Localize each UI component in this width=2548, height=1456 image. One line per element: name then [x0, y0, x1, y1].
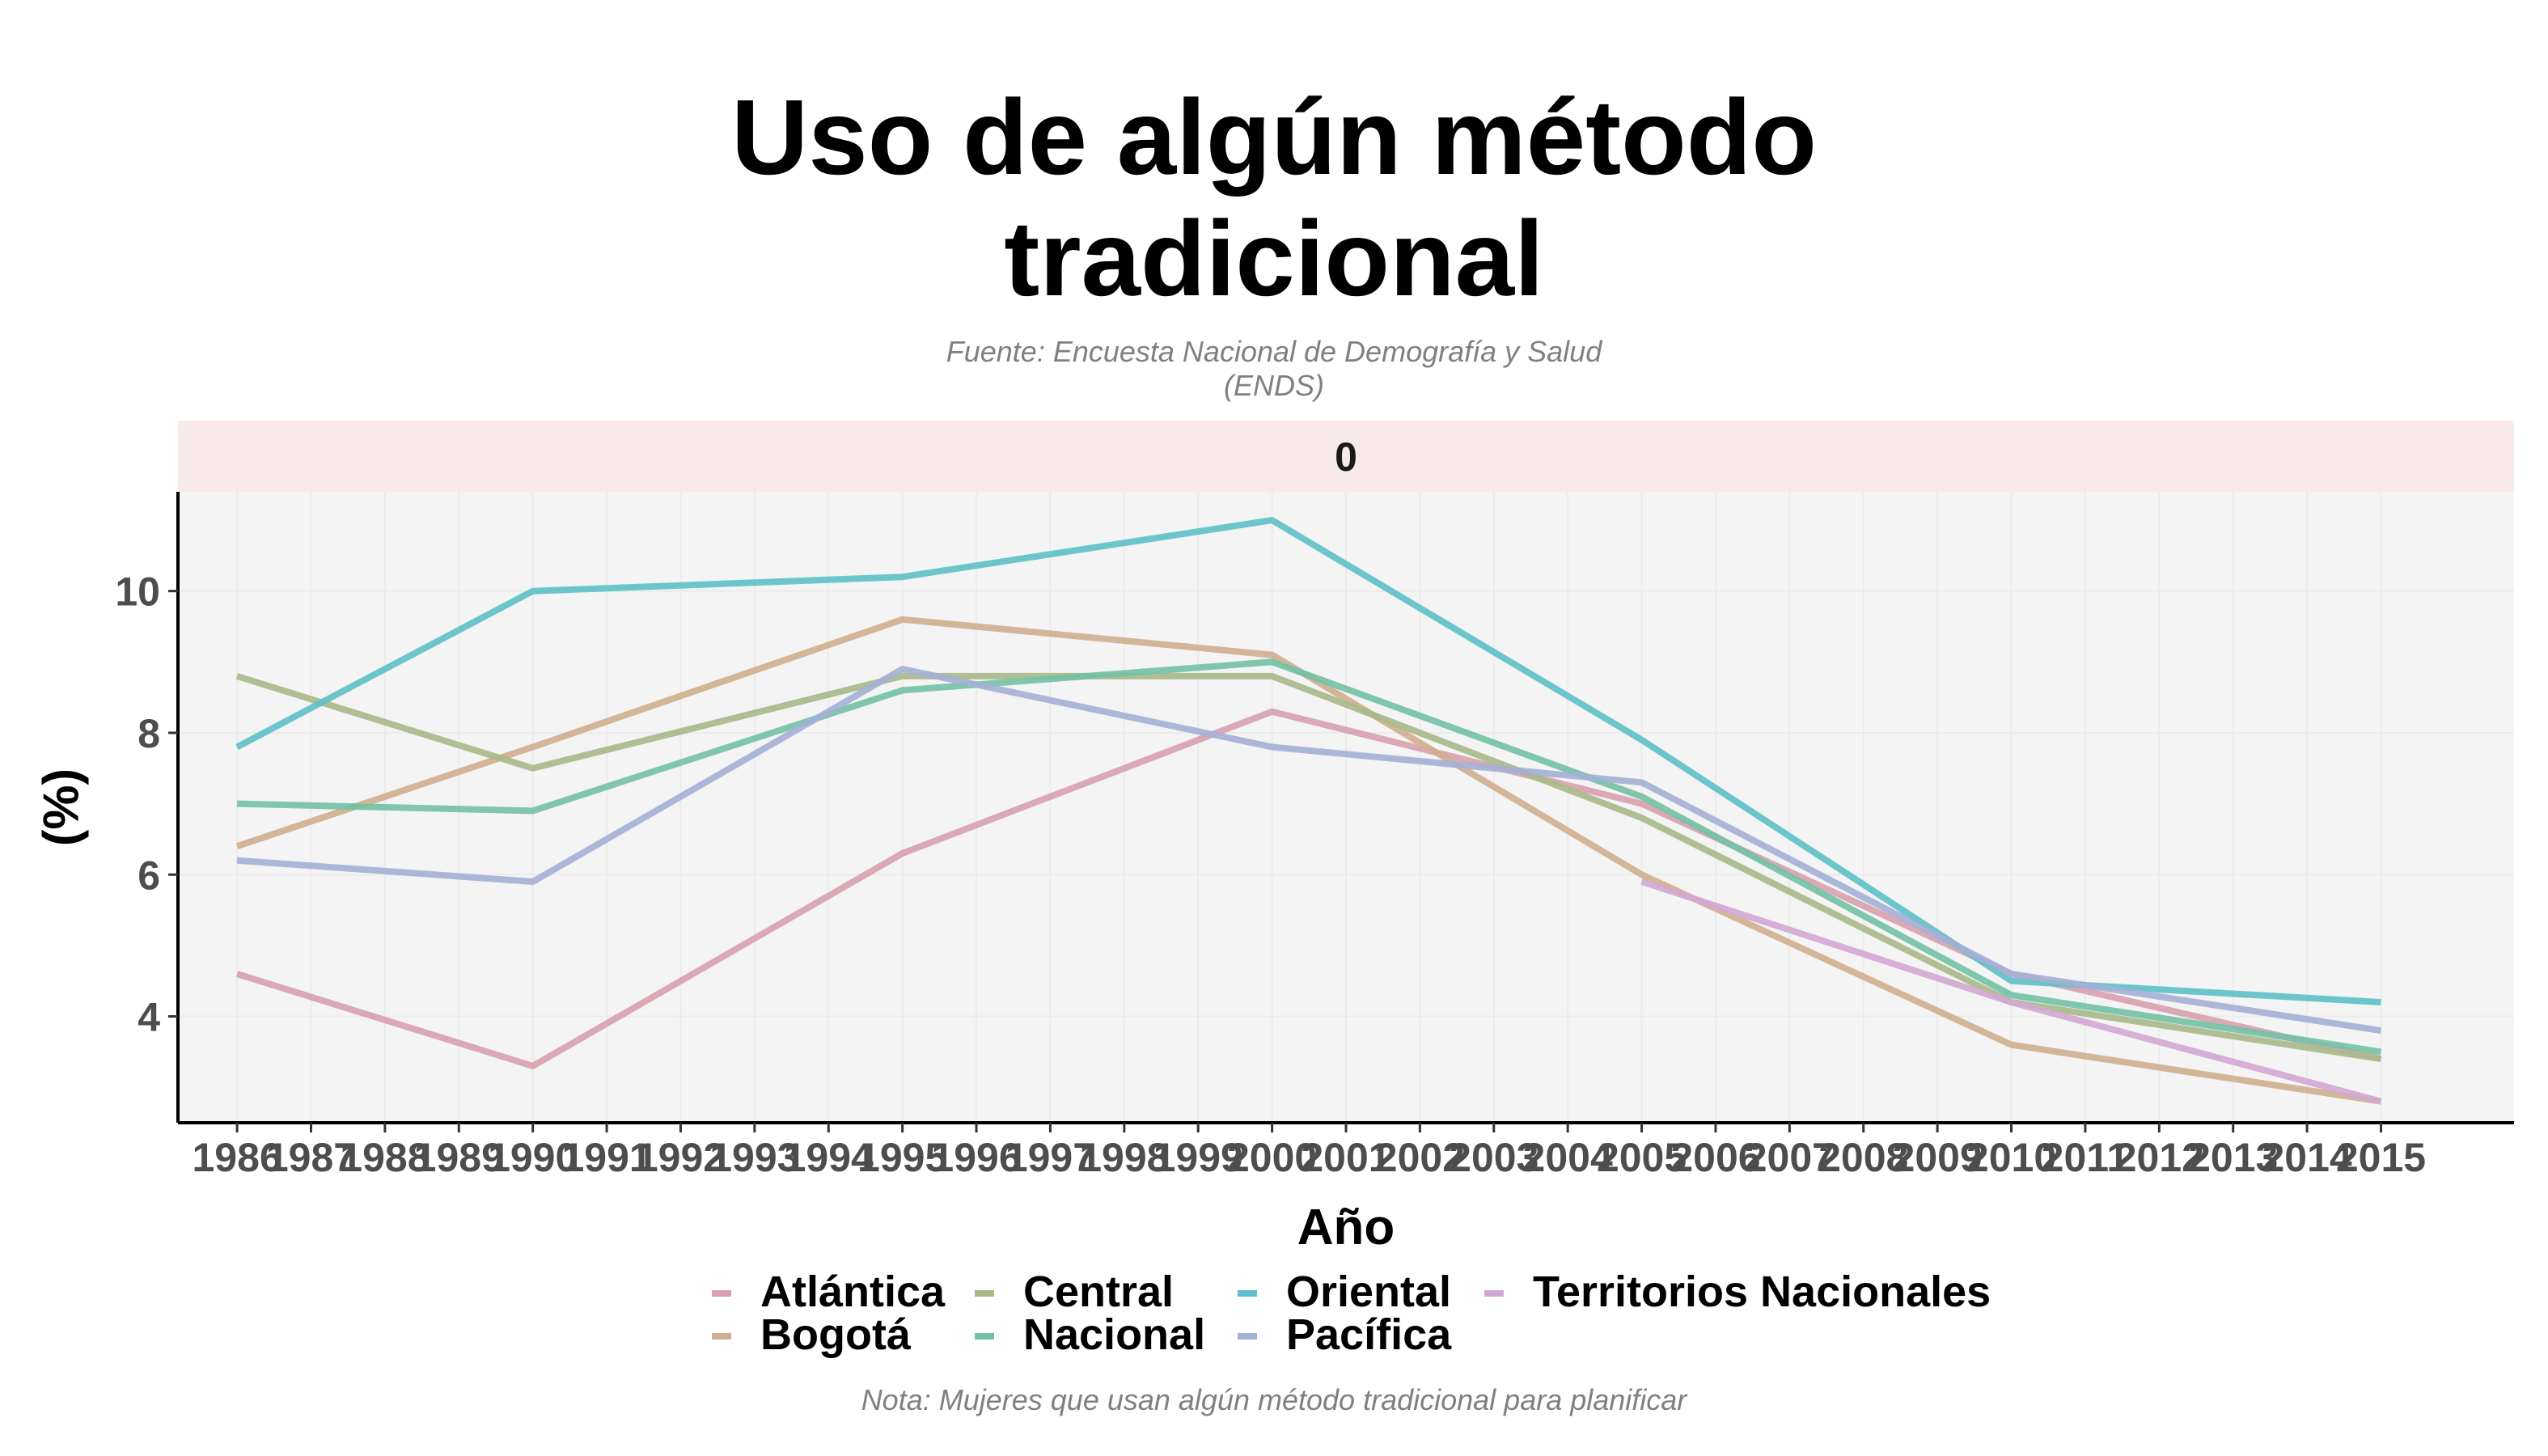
x-tick-label: 1986 [192, 1135, 281, 1180]
x-tick-label: 1996 [931, 1135, 1021, 1180]
legend-label: Atlántica [760, 1268, 946, 1316]
series-line [1640, 878, 2382, 1105]
x-tick-label: 2014 [2262, 1135, 2351, 1180]
x-tick-label: 2009 [1893, 1135, 1983, 1180]
y-tick-label: 10 [115, 569, 160, 615]
series-line [237, 658, 2382, 1056]
x-tick-label: 2002 [1375, 1135, 1465, 1180]
x-tick-label: 1987 [266, 1135, 356, 1180]
x-tick-label: 1990 [488, 1135, 578, 1180]
y-axis-title: (%) [33, 768, 89, 846]
series-line [235, 616, 2382, 1105]
y-tick-label: 8 [138, 711, 160, 756]
facet-strip [178, 421, 2514, 492]
legend-label: Nacional [1023, 1310, 1205, 1359]
x-tick-label: 1999 [1153, 1135, 1243, 1180]
x-tick-label: 2000 [1227, 1135, 1317, 1180]
legend-label: Pacífica [1286, 1310, 1452, 1359]
x-tick-label: 2006 [1670, 1135, 1760, 1180]
plot-area: 0468101986198719881989199019911992199319… [33, 421, 2514, 1255]
y-tick-label: 4 [138, 995, 160, 1040]
series-line [235, 517, 2381, 1005]
x-tick-label: 1988 [340, 1135, 430, 1180]
x-tick-label: 1993 [709, 1135, 799, 1180]
x-tick-label: 2013 [2188, 1135, 2278, 1180]
x-axis-title: Año [1297, 1200, 1395, 1255]
x-tick-label: 2007 [1745, 1135, 1835, 1180]
x-tick-label: 1995 [857, 1135, 947, 1180]
legend-label: Bogotá [760, 1310, 912, 1359]
x-tick-label: 2008 [1818, 1135, 1908, 1180]
chart-title: Uso de algún método tradicional [0, 77, 2548, 320]
chart-subtitle: Fuente: Encuesta Nacional de Demografía … [0, 335, 2548, 403]
x-tick-label: 2010 [1966, 1135, 2056, 1180]
chart-title-line: Uso de algún método tradicional [730, 78, 1818, 318]
x-tick-label: 1991 [561, 1135, 651, 1180]
x-tick-label: 2004 [1523, 1135, 1613, 1180]
chart-subtitle-line-2: (ENDS) [1224, 369, 1324, 402]
x-tick-label: 2011 [2042, 1135, 2129, 1180]
legend-label: Territorios Nacionales [1533, 1268, 1991, 1316]
x-tick-label: 2005 [1597, 1135, 1687, 1180]
x-tick-label: 1989 [414, 1135, 504, 1180]
x-tick-label: 2003 [1449, 1135, 1539, 1180]
legend-label: Oriental [1286, 1268, 1451, 1316]
x-tick-label: 1992 [636, 1135, 726, 1180]
x-tick-label: 2012 [2114, 1135, 2204, 1180]
chart-subtitle-line-1: Fuente: Encuesta Nacional de Demografía … [946, 335, 1602, 368]
series-line [236, 666, 2382, 1035]
x-tick-label: 2015 [2336, 1135, 2426, 1180]
x-tick-label: 1994 [784, 1135, 874, 1180]
chart-caption: Nota: Mujeres que usan algún método trad… [861, 1383, 1687, 1416]
legend-label: Central [1023, 1268, 1174, 1316]
x-tick-label: 2001 [1301, 1135, 1390, 1180]
y-tick-label: 6 [138, 853, 160, 898]
x-tick-label: 1998 [1079, 1135, 1169, 1180]
x-tick-label: 1997 [1005, 1135, 1095, 1180]
facet-label: 0 [1335, 434, 1357, 480]
